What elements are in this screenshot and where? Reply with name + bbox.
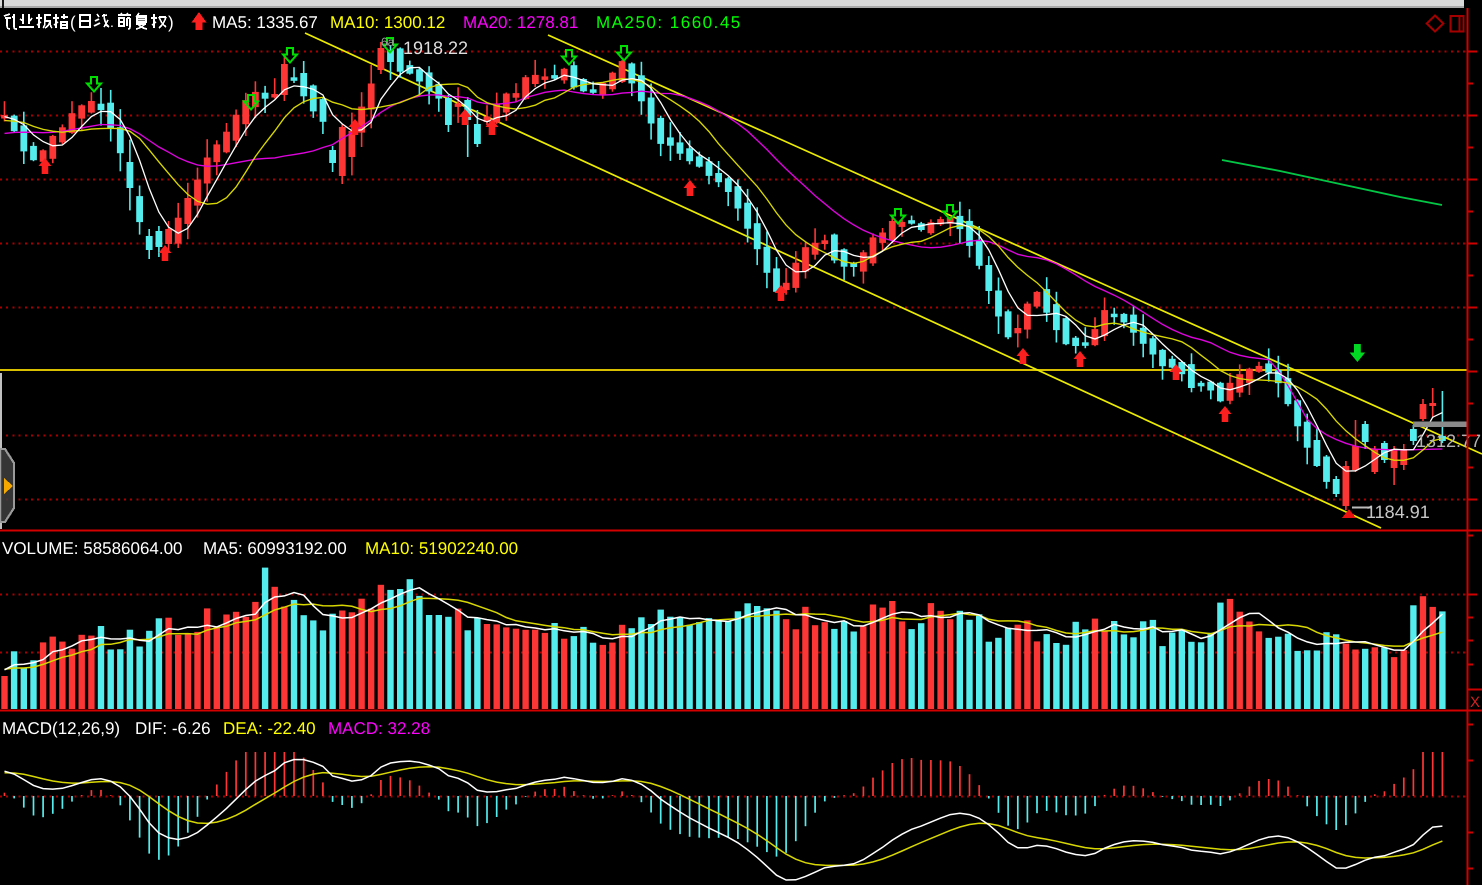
- svg-text:1184.91: 1184.91: [1366, 502, 1430, 522]
- svg-text:.: .: [110, 14, 114, 30]
- svg-text:X: X: [1470, 694, 1480, 711]
- svg-text:1312.77: 1312.77: [1416, 431, 1481, 451]
- svg-text:6a: 6a: [381, 35, 395, 49]
- svg-text:MA10: 51902240.00: MA10: 51902240.00: [365, 539, 518, 558]
- svg-text:MA10: 1300.12: MA10: 1300.12: [330, 13, 445, 32]
- svg-text:MA20: 1278.81: MA20: 1278.81: [463, 13, 578, 32]
- svg-text:VOLUME: 58586064.00: VOLUME: 58586064.00: [2, 539, 183, 558]
- svg-text:MACD(12,26,9): MACD(12,26,9): [2, 719, 120, 738]
- svg-text:DIF: -6.26: DIF: -6.26: [135, 719, 211, 738]
- svg-text:): ): [168, 13, 174, 32]
- svg-text:DEA: -22.40: DEA: -22.40: [223, 719, 316, 738]
- svg-text:MA5: 60993192.00: MA5: 60993192.00: [203, 539, 347, 558]
- svg-text:MA5: 1335.67: MA5: 1335.67: [212, 13, 318, 32]
- svg-text:(: (: [70, 13, 76, 32]
- svg-text:MACD: 32.28: MACD: 32.28: [328, 719, 430, 738]
- svg-text:MA250: 1660.45: MA250: 1660.45: [596, 13, 742, 32]
- svg-text:1918.22: 1918.22: [403, 38, 468, 58]
